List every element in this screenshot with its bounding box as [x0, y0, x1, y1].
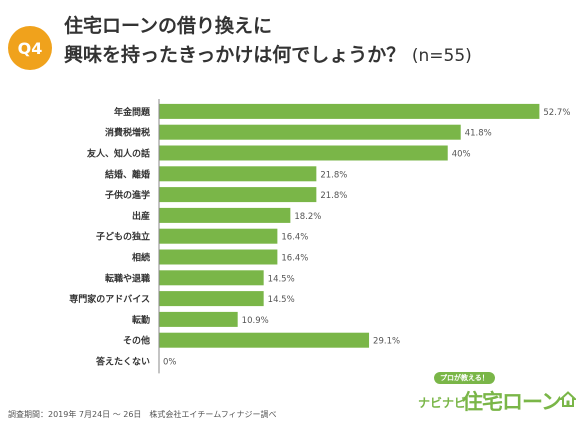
value-label: 14.5% — [268, 295, 295, 305]
bar — [159, 291, 264, 307]
category-label: 年金問題 — [114, 106, 151, 118]
bar — [159, 187, 317, 203]
logo-tagline: プロが教える！ — [434, 372, 495, 384]
value-label: 0% — [163, 358, 177, 368]
value-label: 14.5% — [268, 274, 295, 284]
bar — [159, 103, 540, 119]
category-label: その他 — [123, 335, 150, 347]
category-label: 相続 — [132, 252, 150, 264]
brand-logo: プロが教える！ ナビナビ 住宅ローン — [418, 372, 578, 422]
bar — [159, 311, 238, 327]
bar — [159, 228, 278, 244]
bar — [159, 207, 291, 223]
value-label: 16.4% — [281, 233, 308, 243]
category-label: 子供の進学 — [105, 189, 150, 201]
value-label: 21.8% — [320, 170, 347, 180]
logo-name: 住宅ローン — [462, 390, 562, 414]
category-label: 答えたくない — [95, 356, 150, 368]
category-label: 消費税増税 — [105, 127, 150, 139]
house-icon — [560, 391, 576, 407]
question-badge: Q4 — [8, 26, 52, 70]
bar — [159, 249, 278, 265]
category-label: 子どもの独立 — [96, 231, 150, 243]
question-number: Q4 — [17, 38, 43, 58]
value-label: 52.7% — [543, 108, 570, 118]
category-label: 専門家のアドバイス — [69, 293, 150, 305]
category-label: 転職や退職 — [105, 272, 150, 284]
title-line-1: 住宅ローンの借り換えに — [64, 15, 273, 37]
bar — [159, 145, 448, 161]
bar — [159, 124, 461, 140]
value-label: 16.4% — [281, 254, 308, 264]
title-line-2: 興味を持ったきっかけは何でしょうか？ (n=55) — [64, 41, 574, 71]
value-label: 18.2% — [294, 212, 321, 222]
value-label: 21.8% — [320, 191, 347, 201]
sample-size: (n=55) — [411, 46, 472, 66]
bar — [159, 270, 264, 286]
value-label: 41.8% — [465, 129, 492, 139]
category-label: 友人、知人の話 — [87, 148, 150, 160]
bar — [159, 166, 317, 182]
value-label: 29.1% — [373, 337, 400, 347]
bar — [159, 332, 370, 348]
category-label: 転勤 — [132, 314, 150, 326]
category-label: 結婚、離婚 — [105, 168, 150, 180]
value-label: 10.9% — [242, 316, 269, 326]
category-label: 出産 — [132, 210, 150, 222]
logo-prefix: ナビナビ — [418, 396, 467, 410]
value-label: 40% — [452, 150, 471, 160]
survey-note: 調査期間：2019年 7月24日 〜 26日 株式会社エイチームフィナジー調べ — [8, 410, 277, 419]
title-question: 興味を持ったきっかけは何でしょうか？ — [64, 44, 406, 66]
page-title: 住宅ローンの借り換えに 興味を持ったきっかけは何でしょうか？ (n=55) — [64, 12, 574, 71]
